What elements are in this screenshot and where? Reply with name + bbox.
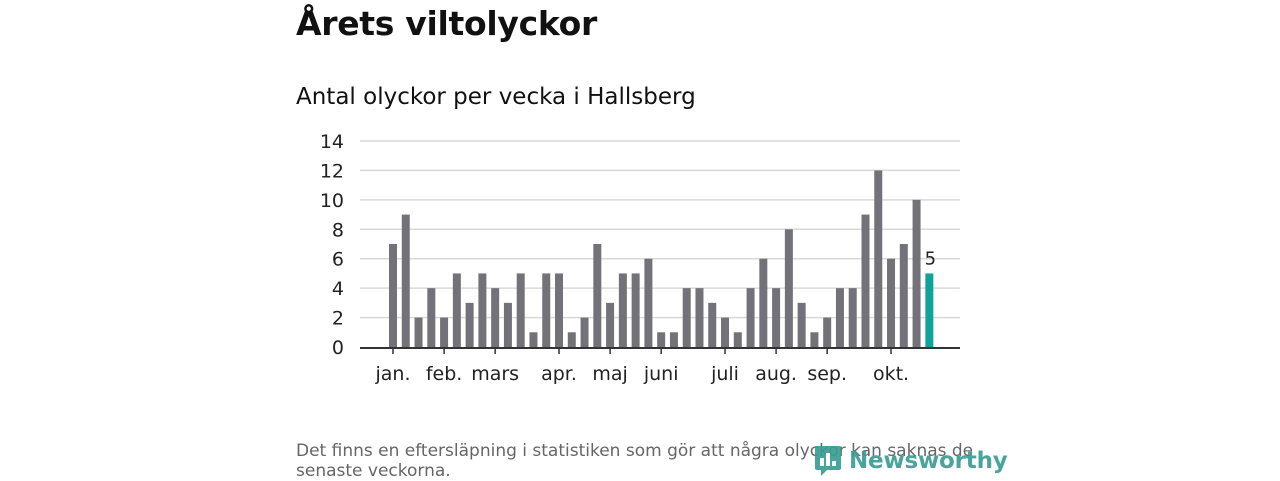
bar <box>695 288 704 347</box>
bar <box>631 273 640 347</box>
bar <box>887 258 896 347</box>
data-labels: 5 <box>925 248 936 269</box>
bar <box>657 332 666 347</box>
bar <box>503 302 512 347</box>
bar <box>440 317 449 347</box>
bar <box>567 332 576 347</box>
chart-subtitle: Antal olyckor per vecka i Hallsberg <box>296 84 696 110</box>
newsworthy-logo-icon <box>815 446 841 476</box>
bar <box>529 332 538 347</box>
bar <box>835 288 844 347</box>
x-tick-label: maj <box>592 363 627 385</box>
x-tick-label: juni <box>643 363 679 385</box>
bar <box>491 288 500 347</box>
bar <box>784 229 793 347</box>
y-tick-label: 8 <box>332 219 344 241</box>
chart-title: Årets viltolyckor <box>296 4 597 43</box>
bar <box>772 288 781 347</box>
footnote: Det finns en eftersläpning i statistiken… <box>296 441 974 481</box>
y-tick-label: 4 <box>332 278 344 300</box>
x-tick-label: juli <box>710 363 739 385</box>
x-axis: jan. feb. mars apr. maj juni juli aug. sep. okt. <box>360 347 960 385</box>
y-tick-label: 14 <box>320 131 344 153</box>
y-tick-label: 12 <box>320 160 344 182</box>
bar <box>848 288 857 347</box>
bar <box>542 273 551 347</box>
y-tick-label: 2 <box>332 308 344 330</box>
bar <box>401 214 410 347</box>
x-tick-label: okt. <box>873 363 909 385</box>
bar <box>669 332 678 347</box>
bar <box>874 170 883 347</box>
brand-name: Newsworthy <box>849 448 1008 474</box>
bar <box>899 244 908 347</box>
bar <box>618 273 627 347</box>
bar <box>414 317 423 347</box>
y-tick-label: 6 <box>332 249 344 271</box>
bar <box>733 332 742 347</box>
bar <box>516 273 525 347</box>
bar <box>861 214 870 347</box>
bar <box>682 288 691 347</box>
bar <box>478 273 487 347</box>
bar <box>746 288 755 347</box>
highlight-value-label: 5 <box>925 248 936 269</box>
bar <box>912 199 921 347</box>
bar <box>708 302 717 347</box>
x-tick-label: apr. <box>541 363 577 385</box>
bar <box>465 302 474 347</box>
bar <box>810 332 819 347</box>
bar <box>593 244 602 347</box>
bar <box>759 258 768 347</box>
bar <box>555 273 564 347</box>
bars <box>389 170 934 347</box>
bar <box>823 317 832 347</box>
bar <box>606 302 615 347</box>
bar <box>389 244 397 347</box>
y-axis: 0 2 4 6 8 10 12 14 <box>320 131 344 359</box>
x-tick-label: aug. <box>755 363 797 385</box>
bar <box>644 258 653 347</box>
brand-logo: Newsworthy <box>813 444 1008 478</box>
bar <box>427 288 436 347</box>
bar-highlighted <box>925 273 934 347</box>
x-tick-label: mars <box>471 363 519 385</box>
bar <box>797 302 806 347</box>
x-tick-label: jan. <box>374 363 410 385</box>
y-tick-label: 0 <box>332 337 344 359</box>
y-tick-label: 10 <box>320 190 344 212</box>
bar <box>452 273 461 347</box>
x-tick-label: feb. <box>426 363 462 385</box>
x-tick-label: sep. <box>807 363 847 385</box>
bar <box>580 317 589 347</box>
gridlines <box>360 140 960 319</box>
bar <box>721 317 730 347</box>
